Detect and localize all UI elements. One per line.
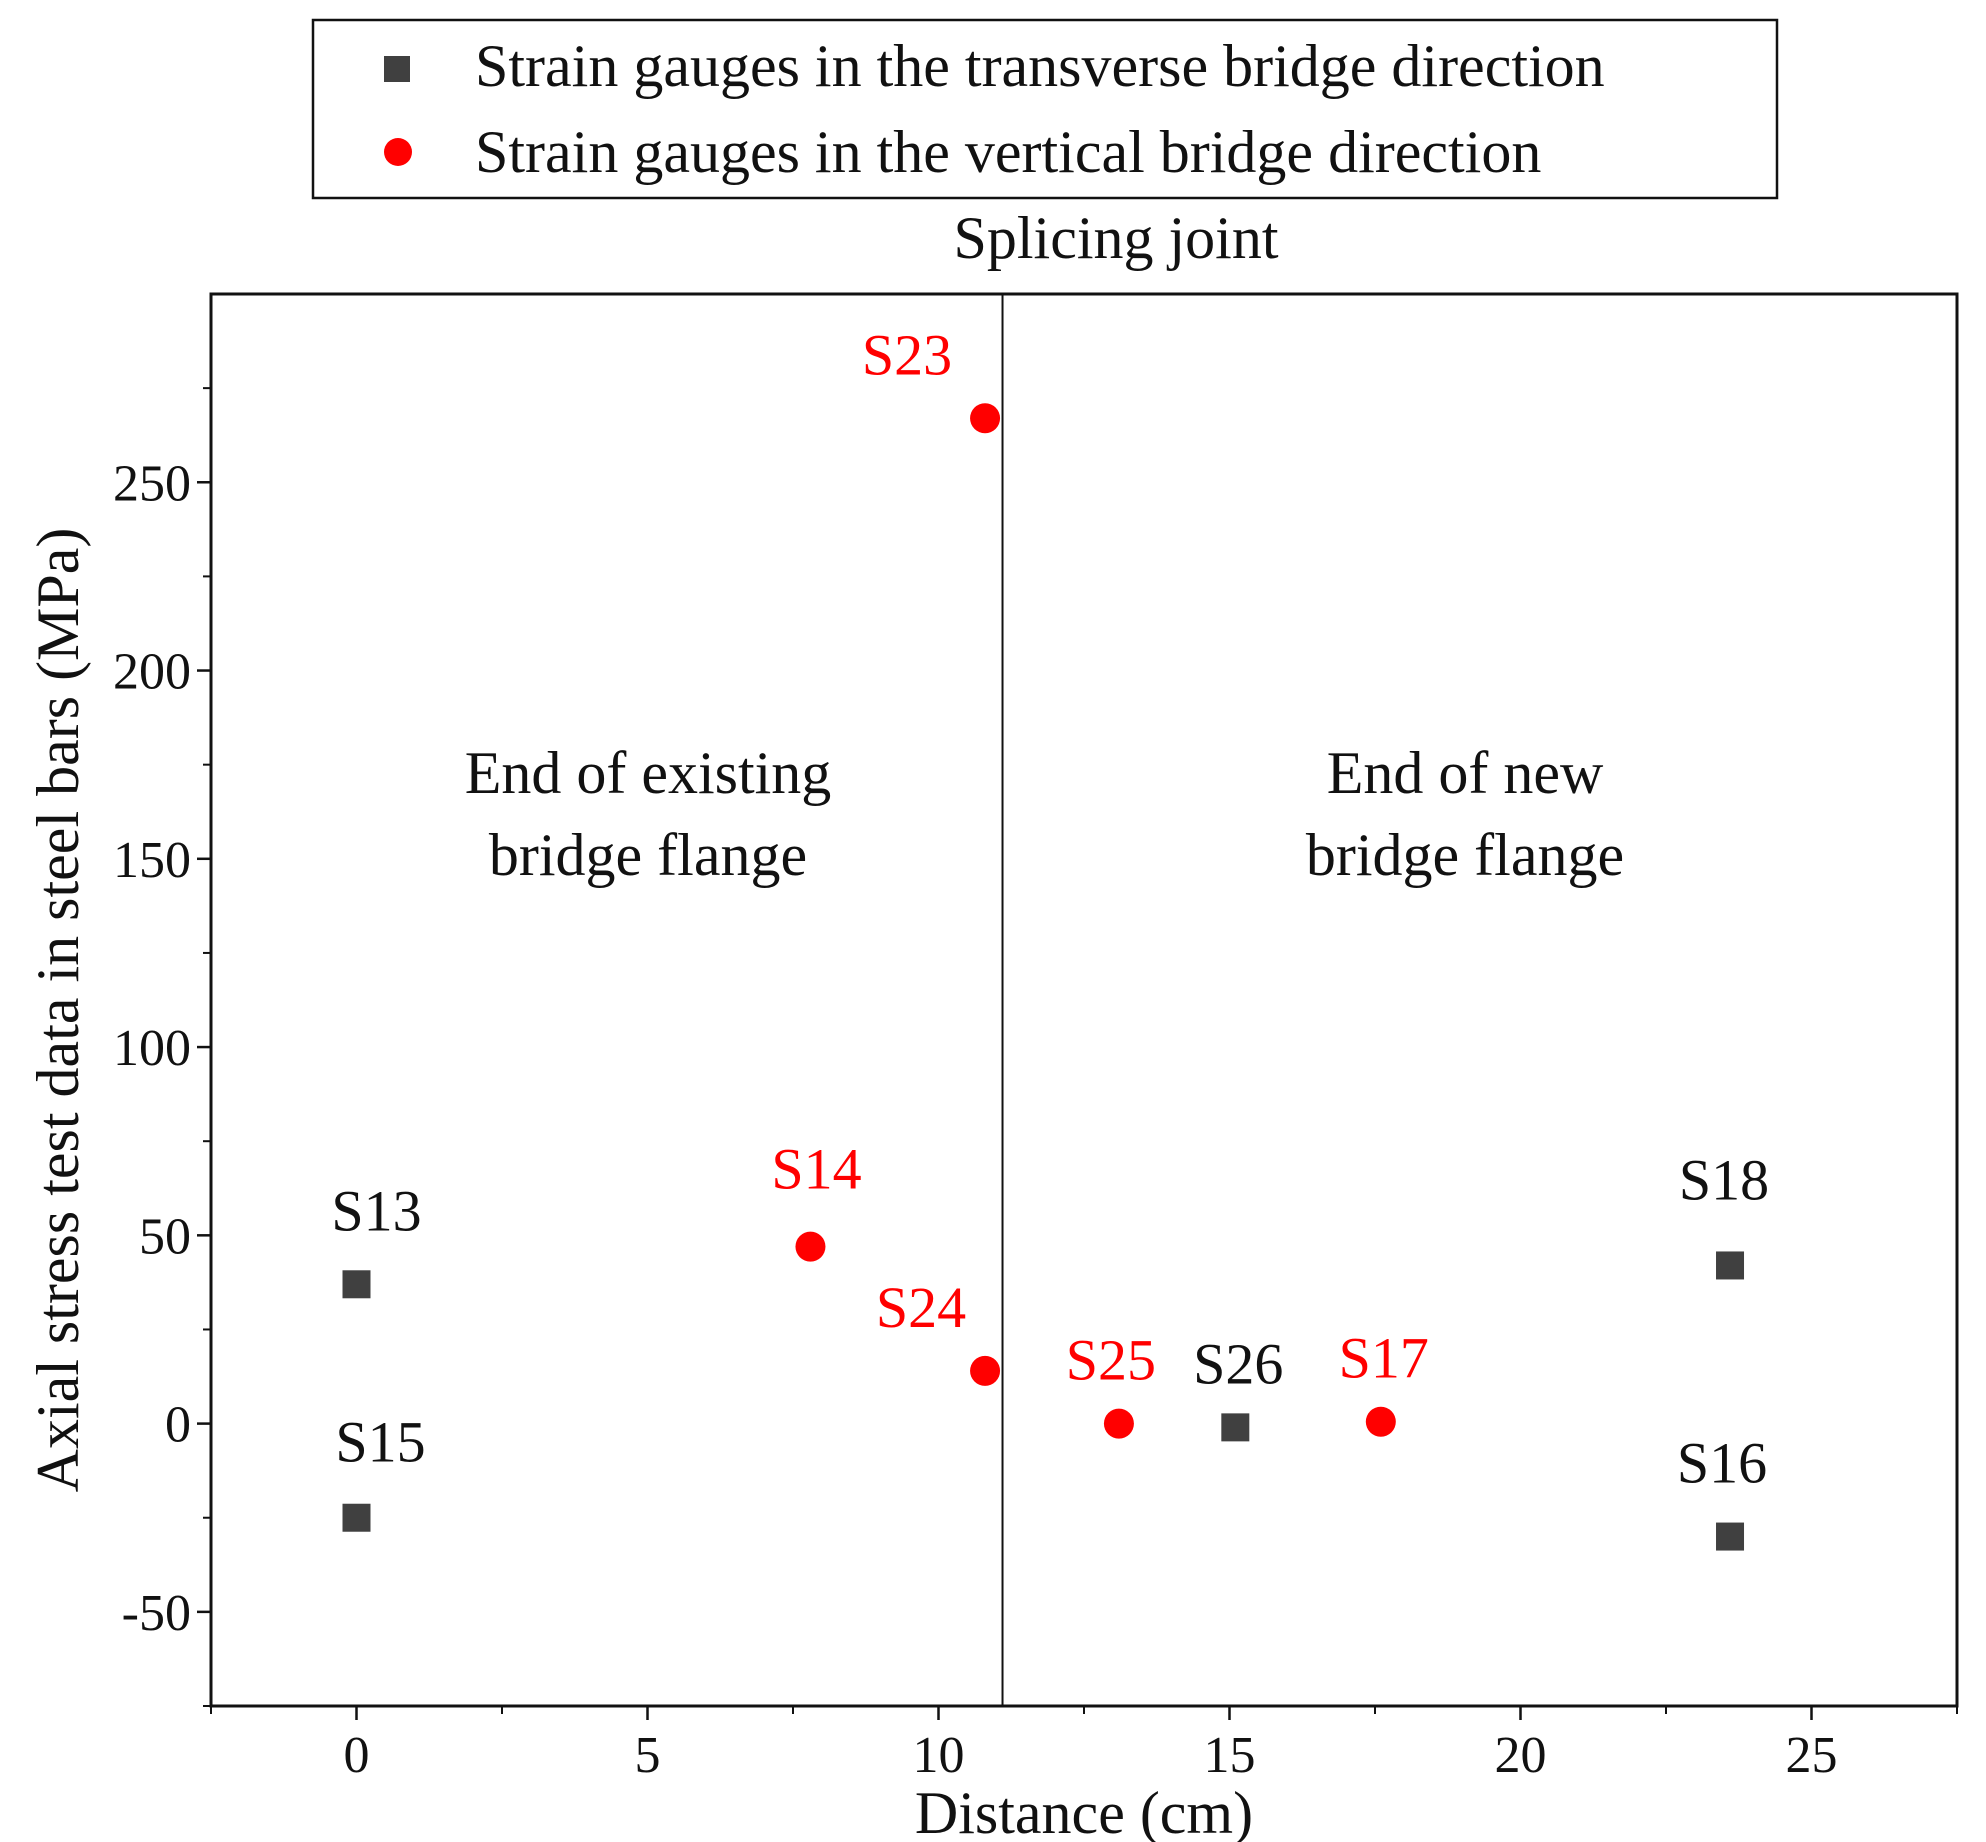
point-label-s14: S14 bbox=[771, 1137, 861, 1202]
legend-label-transverse: Strain gauges in the transverse bridge d… bbox=[475, 33, 1605, 99]
point-label-s23: S23 bbox=[862, 322, 952, 387]
region-right-annotation: End of new bridge flange bbox=[1306, 740, 1624, 888]
data-points: S13 S15 S26 S18 S16 S23 S14 S24 S25 S17 bbox=[331, 322, 1769, 1551]
y-tick-label: 100 bbox=[113, 1020, 191, 1077]
point-label-s24: S24 bbox=[876, 1275, 966, 1340]
point-label-s25: S25 bbox=[1066, 1328, 1156, 1393]
legend-label-vertical: Strain gauges in the vertical bridge dir… bbox=[475, 119, 1541, 185]
point-label-s15: S15 bbox=[335, 1410, 425, 1475]
region-left-annotation: End of existing bridge flange bbox=[465, 740, 832, 888]
legend-box bbox=[311, 18, 1779, 200]
point-label-s16: S16 bbox=[1677, 1431, 1767, 1496]
legend-marker-vertical bbox=[384, 138, 412, 166]
x-axis-title: Distance (cm) bbox=[915, 1780, 1253, 1842]
region-right-line2: bridge flange bbox=[1306, 822, 1624, 888]
point-s15 bbox=[342, 1503, 371, 1532]
y-tick-label: 150 bbox=[113, 832, 191, 889]
x-tick-label: 0 bbox=[344, 1727, 370, 1784]
x-tick-label: 20 bbox=[1495, 1727, 1547, 1784]
x-axis-ticks: 0 5 10 15 20 25 bbox=[210, 1706, 1958, 1784]
y-tick-label: 0 bbox=[165, 1397, 191, 1454]
point-s24 bbox=[970, 1355, 1001, 1386]
y-axis-ticks: -50 0 50 100 150 200 250 bbox=[113, 387, 211, 1707]
point-s23 bbox=[970, 403, 1001, 434]
x-tick-label: 25 bbox=[1786, 1727, 1838, 1784]
point-s26 bbox=[1221, 1413, 1250, 1442]
point-label-s17: S17 bbox=[1339, 1326, 1429, 1391]
x-tick-label: 5 bbox=[635, 1727, 661, 1784]
x-tick-label: 15 bbox=[1204, 1727, 1256, 1784]
region-left-line2: bridge flange bbox=[489, 822, 807, 888]
y-tick-label: 250 bbox=[113, 455, 191, 512]
point-s14 bbox=[795, 1231, 826, 1262]
point-s16 bbox=[1716, 1522, 1745, 1551]
point-s13 bbox=[342, 1270, 371, 1299]
y-tick-label: 50 bbox=[139, 1208, 191, 1265]
y-tick-label: 200 bbox=[113, 644, 191, 701]
splice-joint-label: Splicing joint bbox=[953, 205, 1278, 271]
point-label-s26: S26 bbox=[1193, 1331, 1283, 1396]
point-label-s13: S13 bbox=[331, 1178, 421, 1243]
x-tick-label: 10 bbox=[913, 1727, 965, 1784]
legend-marker-transverse bbox=[384, 56, 410, 82]
y-tick-label: -50 bbox=[122, 1585, 191, 1642]
point-s25 bbox=[1103, 1408, 1134, 1439]
y-axis-title: Axial stress test data in steel bars (MP… bbox=[25, 528, 91, 1493]
point-s17 bbox=[1365, 1406, 1396, 1437]
region-left-line1: End of existing bbox=[465, 740, 832, 806]
region-right-line1: End of new bbox=[1327, 740, 1604, 806]
point-label-s18: S18 bbox=[1679, 1147, 1769, 1212]
point-s18 bbox=[1716, 1251, 1745, 1280]
legend: Strain gauges in the transverse bridge d… bbox=[311, 18, 1779, 200]
